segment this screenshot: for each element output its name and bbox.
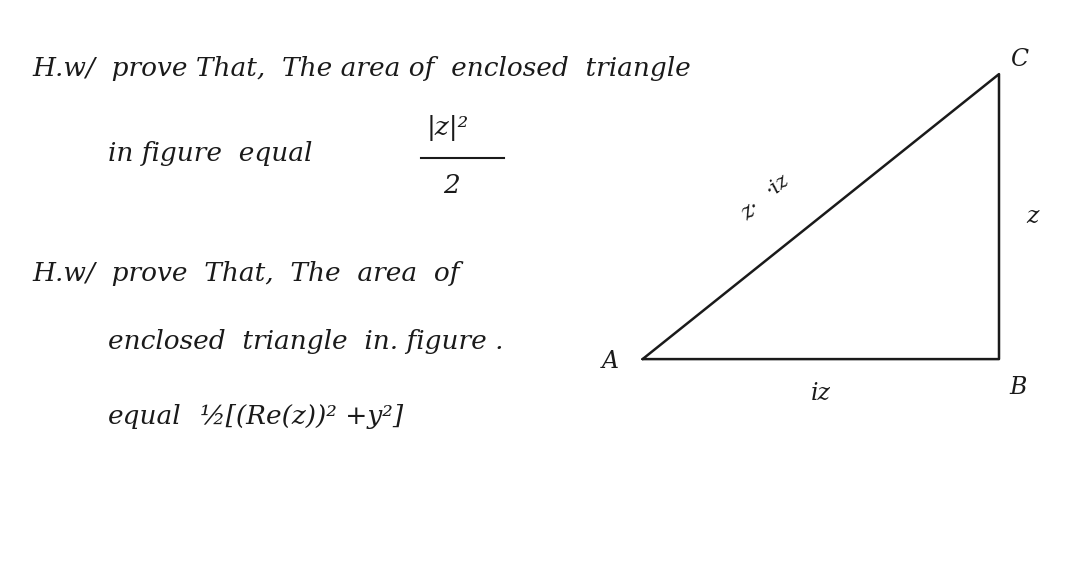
Text: 2: 2 [443, 173, 460, 198]
Text: z·: z· [737, 197, 765, 225]
Text: H.w/  prove That,  The area of  enclosed  triangle: H.w/ prove That, The area of enclosed tr… [32, 56, 691, 81]
Text: equal: equal [108, 404, 181, 429]
Text: H.w/  prove  That,  The  area  of: H.w/ prove That, The area of [32, 261, 460, 286]
Text: B: B [1010, 376, 1027, 399]
Text: ·iz: ·iz [762, 170, 793, 200]
Text: |z|²: |z|² [427, 115, 469, 141]
Text: in figure  equal: in figure equal [108, 141, 312, 166]
Text: z: z [1026, 205, 1039, 228]
Text: C: C [1010, 48, 1028, 71]
Text: enclosed  triangle  in. figure .: enclosed triangle in. figure . [108, 329, 503, 355]
Text: ½[(Re(z))² +y²]: ½[(Re(z))² +y²] [200, 404, 403, 429]
Text: iz: iz [811, 382, 831, 405]
Text: A: A [602, 351, 619, 373]
